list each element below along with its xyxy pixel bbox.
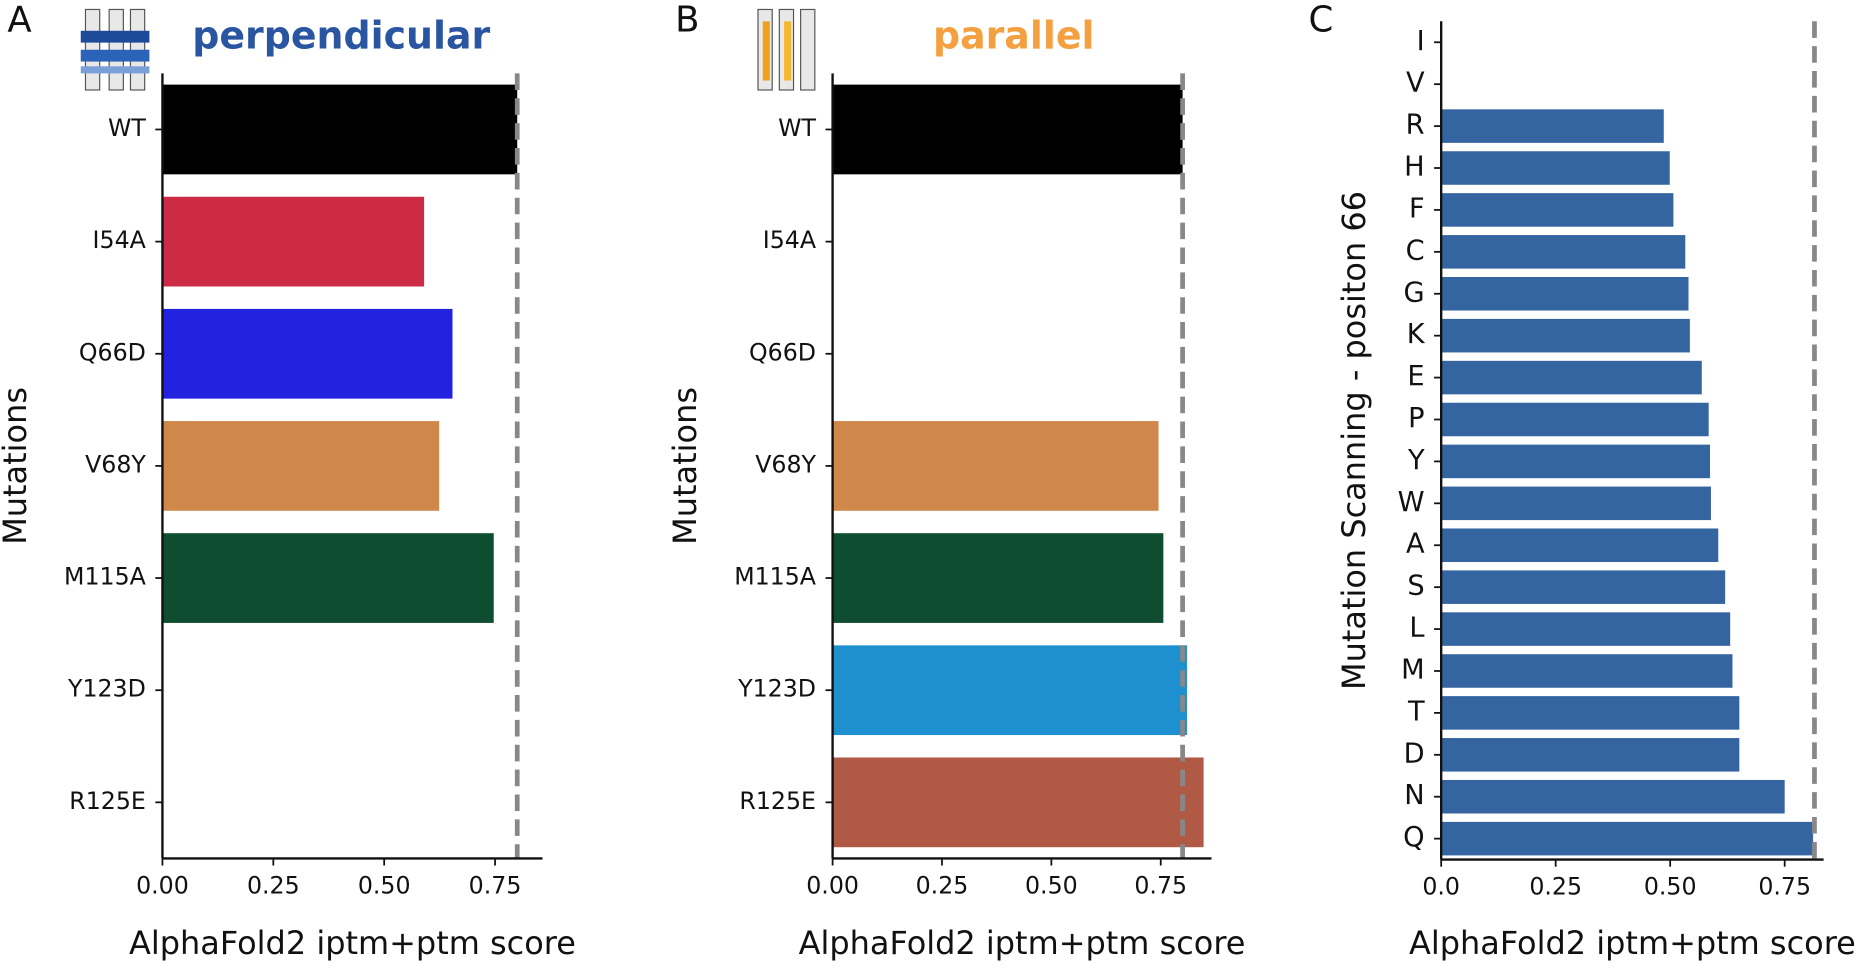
y-tick-label: I54A	[93, 226, 146, 254]
chart-title: parallel	[933, 13, 1095, 57]
x-tick-label: 0.25	[916, 871, 969, 899]
x-tick-label: 0.00	[136, 871, 189, 899]
y-axis-label: Mutations	[0, 387, 34, 545]
y-tick-label: A	[1406, 529, 1425, 560]
y-tick-label: S	[1407, 571, 1424, 602]
x-axis-label: AlphaFold2 iptm+ptm score	[1409, 924, 1856, 962]
y-tick-label: I54A	[763, 226, 816, 254]
y-tick-label: L	[1409, 613, 1425, 644]
bar	[1441, 738, 1740, 772]
bar	[162, 421, 440, 511]
x-tick-label: 0.0	[1422, 873, 1460, 901]
bar	[162, 196, 425, 287]
x-tick-label: 0.75	[469, 871, 522, 899]
panel-letter: B	[675, 0, 699, 40]
y-tick-label: I	[1417, 26, 1425, 57]
y-tick-label: Y123D	[737, 675, 816, 703]
x-tick-label: 0.25	[247, 871, 300, 899]
bar	[1441, 696, 1740, 730]
bar	[1441, 193, 1674, 227]
bar	[1441, 109, 1664, 143]
bar	[1441, 235, 1686, 269]
bar	[832, 84, 1183, 175]
y-tick-label: R125E	[69, 787, 146, 815]
y-tick-label: M115A	[64, 563, 146, 591]
x-axis-label: AlphaFold2 iptm+ptm score	[129, 924, 576, 962]
y-tick-label: Y123D	[67, 675, 146, 703]
y-tick-label: WT	[108, 114, 146, 142]
bar	[1441, 612, 1731, 646]
bar	[1441, 486, 1711, 521]
y-tick-label: T	[1407, 696, 1425, 727]
bar	[832, 421, 1159, 511]
y-tick-label: M115A	[734, 563, 816, 591]
y-tick-label: V	[1406, 68, 1425, 99]
x-tick-label: 0.25	[1529, 873, 1582, 901]
y-tick-label: P	[1408, 403, 1424, 434]
bar	[1441, 570, 1726, 604]
bar	[162, 308, 453, 399]
bar	[1441, 360, 1702, 395]
bar	[1441, 151, 1670, 185]
panel-letter: A	[7, 0, 31, 40]
x-tick-label: 0.75	[1758, 873, 1811, 901]
y-tick-label: Q	[1403, 822, 1424, 853]
bar	[1441, 402, 1709, 437]
y-tick-label: H	[1404, 152, 1424, 183]
x-tick-label: 0.50	[1644, 873, 1697, 901]
y-tick-label: K	[1407, 319, 1426, 350]
bar	[832, 757, 1204, 848]
y-tick-label: C	[1406, 235, 1425, 266]
y-axis-label: Mutation Scanning - positon 66	[1335, 191, 1373, 690]
y-tick-label: F	[1409, 193, 1425, 224]
y-tick-label: D	[1404, 738, 1425, 769]
x-tick-label: 0.00	[806, 871, 859, 899]
y-tick-label: Q66D	[79, 338, 146, 366]
bar	[1441, 654, 1733, 688]
x-tick-label: 0.75	[1134, 871, 1187, 899]
y-tick-label: Y	[1407, 445, 1425, 476]
y-tick-label: R125E	[739, 787, 816, 815]
bar	[1441, 821, 1814, 856]
y-tick-label: E	[1407, 361, 1424, 392]
bar	[832, 533, 1164, 623]
bar	[1441, 276, 1689, 311]
icon-parallel	[757, 8, 816, 91]
bar	[162, 84, 518, 175]
y-tick-label: WT	[778, 114, 816, 142]
bar	[1441, 444, 1711, 479]
icon-perpendicular	[80, 8, 150, 91]
bar	[1441, 779, 1785, 814]
y-tick-label: W	[1398, 487, 1425, 518]
y-tick-label: V68Y	[755, 450, 816, 478]
bar	[1441, 528, 1719, 563]
chart-title: perpendicular	[192, 13, 490, 57]
x-axis-label: AlphaFold2 iptm+ptm score	[799, 924, 1246, 962]
y-tick-label: G	[1404, 277, 1425, 308]
y-axis-label: Mutations	[666, 387, 704, 545]
bar	[162, 533, 494, 623]
y-tick-label: N	[1404, 780, 1424, 811]
y-tick-label: M	[1401, 654, 1424, 685]
panel-letter: C	[1309, 0, 1334, 40]
y-tick-label: Q66D	[749, 338, 816, 366]
y-tick-label: R	[1406, 110, 1425, 141]
bar	[1441, 318, 1690, 353]
bar	[832, 645, 1187, 736]
x-tick-label: 0.50	[1025, 871, 1078, 899]
x-tick-label: 0.50	[358, 871, 411, 899]
y-tick-label: V68Y	[85, 450, 146, 478]
